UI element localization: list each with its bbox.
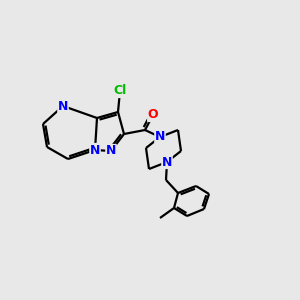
Text: N: N bbox=[106, 145, 116, 158]
Text: Cl: Cl bbox=[113, 85, 127, 98]
Text: N: N bbox=[58, 100, 68, 112]
Text: N: N bbox=[90, 143, 100, 157]
Text: N: N bbox=[155, 130, 165, 143]
Text: O: O bbox=[148, 109, 158, 122]
Text: N: N bbox=[162, 155, 172, 169]
